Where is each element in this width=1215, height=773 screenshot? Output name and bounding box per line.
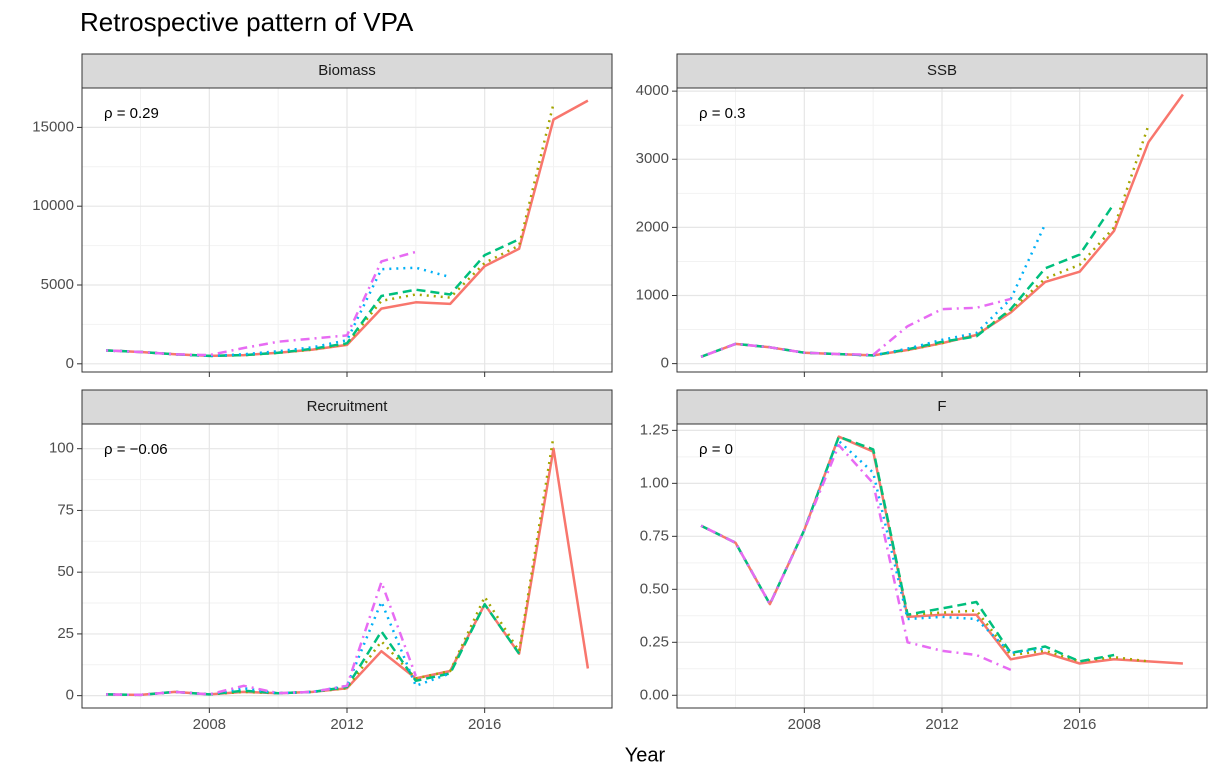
annotation: ρ = 0	[699, 441, 733, 458]
y-tick-label: 50	[57, 563, 74, 580]
x-tick-label: 2008	[788, 716, 821, 733]
strip-label: F	[937, 398, 946, 415]
x-tick-label: 2012	[925, 716, 958, 733]
strip	[81, 389, 613, 425]
x-tick-label: 2016	[468, 716, 501, 733]
y-tick-label: 75	[57, 501, 74, 518]
strip-label: Recruitment	[307, 398, 389, 415]
strip	[81, 53, 613, 89]
panel-border	[81, 87, 613, 373]
strip	[676, 53, 1208, 89]
y-tick-label: 0	[66, 355, 74, 372]
y-tick-label: 10000	[32, 197, 74, 214]
y-tick-label: 15000	[32, 118, 74, 135]
y-tick-label: 3000	[636, 150, 669, 167]
series-line	[700, 435, 1115, 663]
y-tick-label: 1.25	[640, 421, 669, 438]
y-tick-label: 1.00	[640, 474, 669, 491]
y-tick-label: 0.75	[640, 527, 669, 544]
series-line	[700, 443, 1012, 672]
series-line	[106, 250, 417, 357]
y-tick-label: 0	[661, 355, 669, 372]
series-line	[106, 580, 417, 697]
y-tick-label: 25	[57, 625, 74, 642]
y-tick-label: 100	[49, 440, 74, 457]
panel-border	[676, 87, 1208, 373]
strip-label: SSB	[927, 62, 957, 79]
y-tick-label: 5000	[41, 276, 74, 293]
x-tick-label: 2012	[330, 716, 363, 733]
y-tick-label: 0.50	[640, 580, 669, 597]
y-tick-label: 0.25	[640, 633, 669, 650]
strip-label: Biomass	[318, 62, 376, 79]
x-axis-label: Year	[625, 744, 666, 766]
y-tick-label: 0.00	[640, 686, 669, 703]
annotation: ρ = 0.3	[699, 105, 745, 122]
panel-border	[676, 423, 1208, 709]
annotation: ρ = 0.29	[104, 105, 159, 122]
series-line	[700, 435, 1149, 663]
panel-border	[81, 423, 613, 709]
series-line	[106, 238, 520, 358]
y-tick-label: 1000	[636, 286, 669, 303]
x-tick-label: 2008	[193, 716, 226, 733]
x-tick-label: 2016	[1063, 716, 1096, 733]
y-tick-label: 4000	[636, 82, 669, 99]
y-tick-label: 0	[66, 687, 74, 704]
y-tick-label: 2000	[636, 218, 669, 235]
annotation: ρ = −0.06	[104, 441, 168, 458]
series-line	[106, 99, 589, 358]
series-line	[700, 297, 1012, 358]
page-title: Retrospective pattern of VPA	[80, 7, 414, 37]
series-line	[700, 93, 1184, 358]
strip	[676, 389, 1208, 425]
